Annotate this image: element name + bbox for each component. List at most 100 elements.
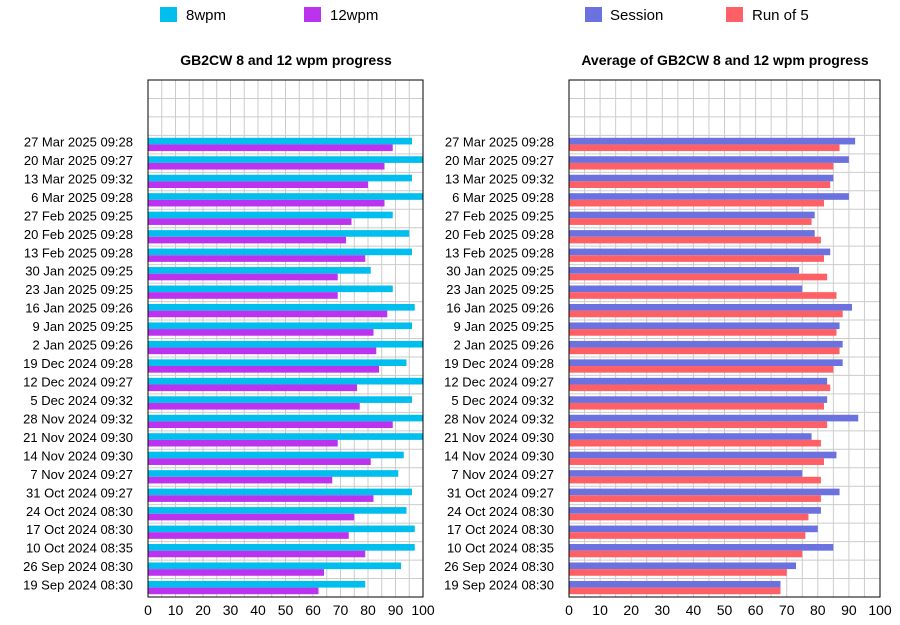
chart1-bar-8wpm (148, 230, 410, 237)
chart2-bar-session (569, 285, 803, 293)
chart2-category-label: 19 Sep 2024 08:30 (444, 578, 554, 593)
chart2-bar-session (569, 211, 815, 219)
chart1-category-label: 19 Dec 2024 09:28 (23, 356, 133, 371)
chart1-bar-12wpm (148, 199, 385, 207)
chart1-category-label: 27 Feb 2025 09:25 (24, 208, 133, 223)
chart1-legend-label-2: 12wpm (330, 7, 378, 24)
chart1-bar-8wpm (148, 433, 423, 440)
chart2-bar-session (569, 193, 849, 200)
chart2-x-tick-label: 100 (868, 602, 892, 618)
chart2-category-label: 26 Sep 2024 08:30 (444, 559, 554, 574)
chart1-category-label: 23 Jan 2025 09:25 (25, 282, 133, 297)
chart1-category-label: 30 Jan 2025 09:25 (25, 264, 133, 279)
chart1-x-tick-label: 20 (195, 602, 211, 618)
chart2-x-tick-label: 50 (717, 602, 733, 618)
chart1-legend-label-1: 8wpm (186, 7, 226, 24)
chart2-bar-session (569, 544, 834, 551)
chart1-category-label: 12 Dec 2024 09:27 (23, 375, 133, 390)
chart2-bar-session (569, 525, 818, 533)
chart2-bar-session (569, 377, 828, 385)
chart1-plot-frame (147, 79, 424, 598)
chart1-bar-8wpm (148, 377, 423, 385)
chart2-bar-session (569, 414, 859, 422)
chart2-bar-run-of-5 (569, 366, 834, 373)
chart2-category-label: 2 Jan 2025 09:26 (454, 338, 554, 353)
chart2-category-label: 30 Jan 2025 09:25 (446, 264, 554, 279)
chart1-bar-8wpm (148, 525, 415, 533)
chart2-x-tick-label: 80 (810, 602, 826, 618)
chart1-bar-12wpm (148, 532, 349, 539)
chart2-legend-label-2: Run of 5 (752, 7, 809, 24)
chart2-bar-run-of-5 (569, 218, 812, 225)
chart1-category-label: 21 Nov 2024 09:30 (23, 430, 133, 445)
chart2-category-label: 7 Nov 2024 09:27 (451, 467, 554, 482)
chart2-category-label: 5 Dec 2024 09:32 (451, 393, 554, 408)
chart2-category-label: 27 Feb 2025 09:25 (445, 208, 554, 223)
chart2-category-label: 12 Dec 2024 09:27 (444, 375, 554, 390)
chart1-x-tick-label: 50 (278, 602, 294, 618)
chart2-x-tick-label: 60 (748, 602, 764, 618)
chart1-x-tick-label: 90 (388, 602, 404, 618)
chart2-category-label: 24 Oct 2024 08:30 (447, 504, 554, 519)
chart1-category-label: 13 Mar 2025 09:32 (24, 171, 133, 186)
chart2-bar-run-of-5 (569, 476, 821, 484)
chart2-category-label: 17 Oct 2024 08:30 (447, 522, 554, 537)
chart1-bar-12wpm (148, 181, 368, 189)
chart1-bar-12wpm (148, 476, 333, 484)
chart1-bar-12wpm (148, 495, 374, 502)
chart1-x-tick-label: 100 (411, 602, 435, 618)
chart1-bar-8wpm (148, 544, 415, 551)
chart1-bar-8wpm (148, 211, 393, 219)
chart2-x-tick-label: 90 (841, 602, 857, 618)
chart2-bar-session (569, 137, 856, 145)
chart2-category-label: 13 Mar 2025 09:32 (445, 171, 554, 186)
chart2-bar-session (569, 562, 797, 570)
chart2-x-tick-label: 30 (655, 602, 671, 618)
chart2-bar-run-of-5 (569, 532, 806, 539)
chart2-bar-run-of-5 (569, 162, 834, 170)
chart1-bar-12wpm (148, 384, 357, 392)
chart1-bar-12wpm (148, 458, 371, 465)
chart1-bar-8wpm (148, 562, 401, 570)
chart1-category-label: 5 Dec 2024 09:32 (30, 393, 133, 408)
chart1-category-label: 27 Mar 2025 09:28 (24, 134, 133, 149)
chart2-category-label: 20 Mar 2025 09:27 (445, 153, 554, 168)
chart1-bar-12wpm (148, 569, 324, 576)
chart1-bar-12wpm (148, 513, 355, 521)
chart1-bar-12wpm (148, 292, 338, 299)
chart1-bar-8wpm (148, 470, 399, 477)
chart1-bar-8wpm (148, 488, 412, 496)
chart2-bar-run-of-5 (569, 292, 837, 299)
chart2-category-label: 20 Feb 2025 09:28 (445, 227, 554, 242)
chart1-bar-12wpm (148, 162, 385, 170)
chart1-bar-12wpm (148, 347, 377, 355)
chart2-bar-run-of-5 (569, 310, 843, 318)
chart2-x-tick-label: 20 (623, 602, 639, 618)
chart1-category-label: 10 Oct 2024 08:35 (26, 541, 133, 556)
chart1-bar-12wpm (148, 402, 360, 410)
chart2-bar-session (569, 359, 843, 367)
chart2-bar-session (569, 507, 821, 514)
chart2-bar-run-of-5 (569, 587, 781, 595)
chart2-bar-session (569, 322, 840, 330)
chart2-category-label: 10 Oct 2024 08:35 (447, 541, 554, 556)
chart2-bar-session (569, 248, 831, 256)
chart1-bar-12wpm (148, 255, 366, 262)
chart2-category-label: 23 Jan 2025 09:25 (446, 282, 554, 297)
chart1-category-label: 16 Jan 2025 09:26 (25, 301, 133, 316)
chart2-bar-run-of-5 (569, 236, 821, 244)
chart1-category-label: 14 Nov 2024 09:30 (23, 448, 133, 463)
chart1-category-label: 17 Oct 2024 08:30 (26, 522, 133, 537)
chart2-bar-session (569, 303, 853, 311)
chart2-bar-run-of-5 (569, 439, 821, 447)
chart2-category-label: 16 Jan 2025 09:26 (446, 301, 554, 316)
chart1-category-label: 19 Sep 2024 08:30 (23, 578, 133, 593)
chart1-category-label: 20 Feb 2025 09:28 (24, 227, 133, 242)
chart2-bar-run-of-5 (569, 421, 828, 429)
chart2-bar-run-of-5 (569, 329, 837, 336)
chart1-bar-12wpm (148, 439, 338, 447)
chart1-x-tick-label: 60 (305, 602, 321, 618)
chart2-legend-swatch-1 (585, 7, 602, 22)
chart2-bar-session (569, 396, 828, 403)
